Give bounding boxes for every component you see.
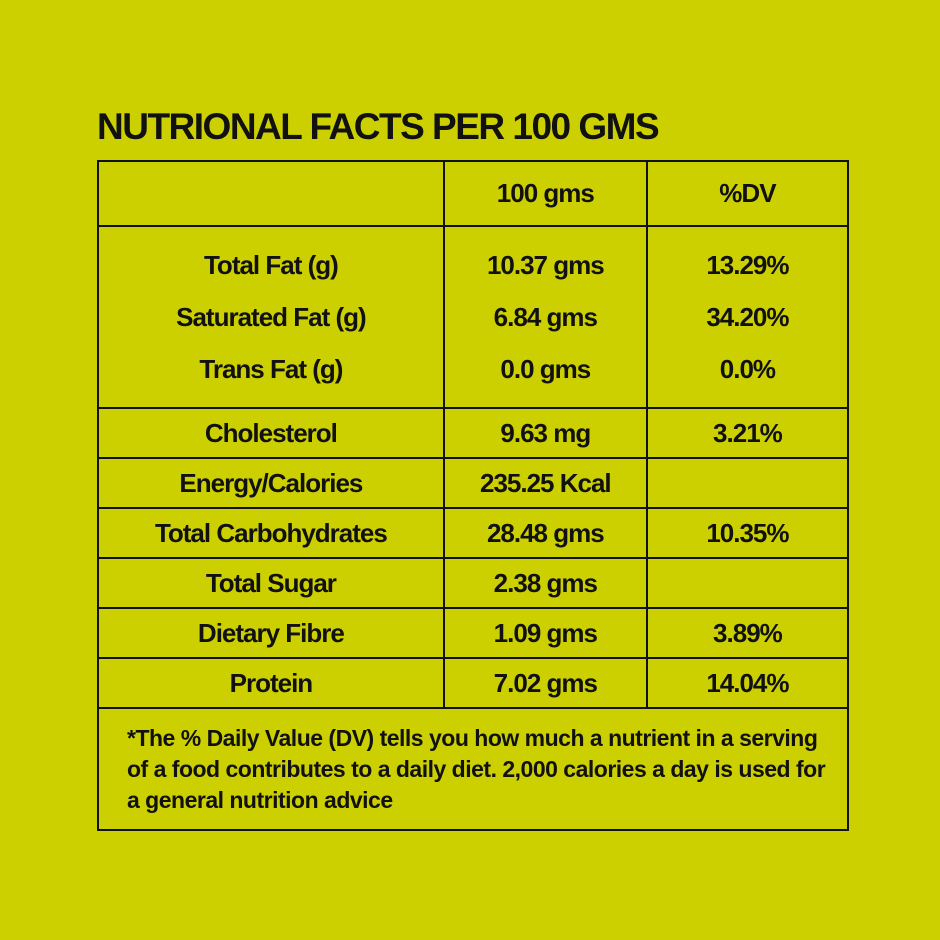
nutrient-label: Dietary Fibre — [97, 607, 445, 659]
nutrient-label: Energy/Calories — [97, 457, 445, 509]
amount-value: 6.84 gms — [493, 302, 598, 332]
nutrient-label: Total Fat (g) — [203, 250, 339, 280]
table-row: Protein 7.02 gms 14.04% — [97, 657, 850, 709]
footnote-row: *The % Daily Value (DV) tells you how mu… — [97, 707, 849, 831]
table-row: Dietary Fibre 1.09 gms 3.89% — [97, 607, 850, 659]
dv-value: 3.21% — [645, 407, 850, 459]
nutrition-table: 100 gms %DV Total Fat (g) Saturated Fat … — [97, 160, 850, 831]
dv-value — [645, 457, 850, 509]
amount-value: 28.48 gms — [442, 507, 648, 559]
dv-value: 3.89% — [645, 607, 850, 659]
table-header-row: 100 gms %DV — [97, 160, 850, 227]
header-dv: %DV — [645, 160, 850, 227]
nutrient-label: Protein — [97, 657, 445, 709]
dv-value — [645, 557, 850, 609]
amount-value: 2.38 gms — [442, 557, 648, 609]
nutrient-label: Trans Fat (g) — [199, 354, 343, 384]
table-row: Cholesterol 9.63 mg 3.21% — [97, 407, 850, 459]
dv-value: 14.04% — [645, 657, 850, 709]
table-row: Energy/Calories 235.25 Kcal — [97, 457, 850, 509]
table-row: Total Sugar 2.38 gms — [97, 557, 850, 609]
nutrient-label: Total Sugar — [97, 557, 445, 609]
dv-value: 0.0% — [719, 354, 776, 384]
amount-value: 10.37 gms — [486, 250, 605, 280]
amount-value: 1.09 gms — [442, 607, 648, 659]
nutrient-label: Saturated Fat (g) — [176, 302, 367, 332]
dv-value: 13.29% — [706, 250, 789, 280]
nutrient-label: Cholesterol — [97, 407, 445, 459]
amount-value: 235.25 Kcal — [442, 457, 648, 509]
dv-value: 34.20% — [706, 302, 789, 332]
dv-value: 10.35% — [645, 507, 850, 559]
amount-value: 7.02 gms — [442, 657, 648, 709]
page-title: NUTRIONAL FACTS PER 100 GMS — [97, 106, 660, 147]
header-nutrient — [97, 160, 445, 227]
fat-group-row: Total Fat (g) Saturated Fat (g) Trans Fa… — [97, 225, 850, 409]
amount-value: 9.63 mg — [442, 407, 648, 459]
footnote: *The % Daily Value (DV) tells you how mu… — [97, 707, 849, 831]
nutrient-label: Total Carbohydrates — [97, 507, 445, 559]
header-amount: 100 gms — [442, 160, 648, 227]
table-row: Total Carbohydrates 28.48 gms 10.35% — [97, 507, 850, 559]
amount-value: 0.0 gms — [500, 354, 591, 384]
